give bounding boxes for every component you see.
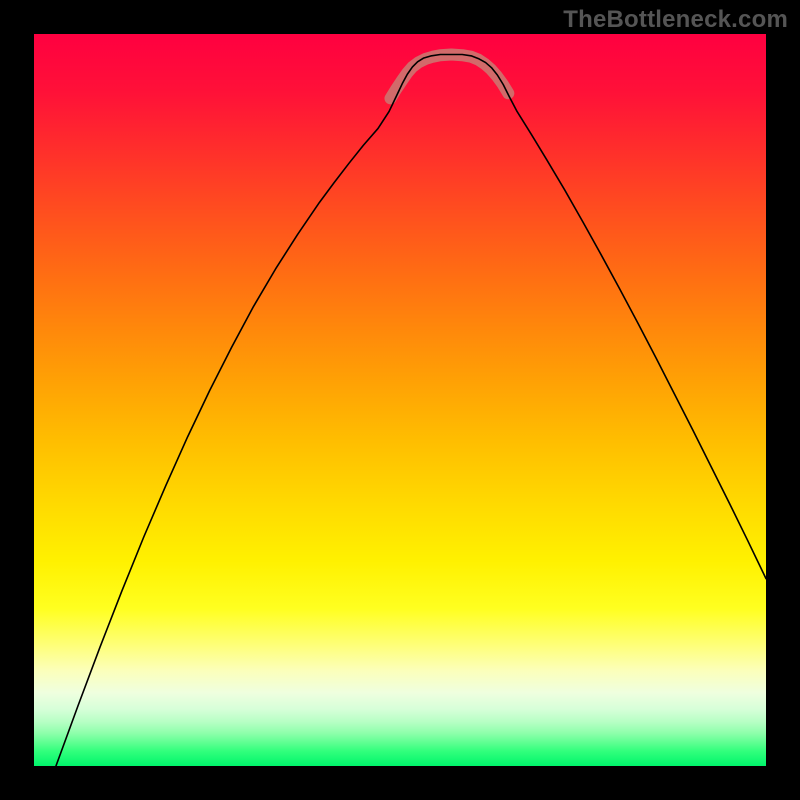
watermark-text: TheBottleneck.com [563, 6, 788, 34]
plot-svg [34, 34, 766, 766]
chart-stage: TheBottleneck.com [0, 0, 800, 800]
plot-background [34, 34, 766, 766]
plot-area [34, 34, 766, 766]
